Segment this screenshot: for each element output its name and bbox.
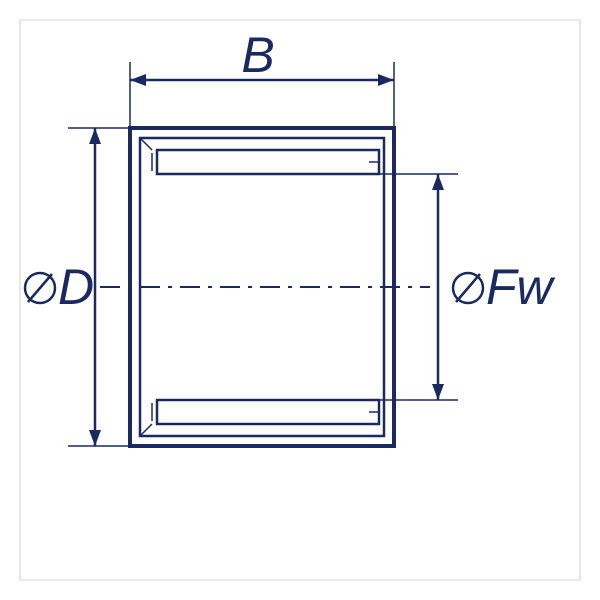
- arrow-left: [130, 74, 146, 86]
- roller-top: [157, 150, 379, 174]
- roller-bottom: [157, 400, 379, 424]
- label-B: B: [241, 27, 274, 83]
- dim-B: B: [130, 27, 394, 128]
- arrow-down: [89, 430, 101, 446]
- diameter-symbol-D: [25, 273, 55, 303]
- label-Fw: Fw: [486, 259, 556, 315]
- dim-Fw: Fw: [379, 174, 556, 400]
- arrow-up: [89, 128, 101, 144]
- label-D: D: [58, 259, 94, 315]
- diameter-symbol-Fw: [453, 273, 483, 303]
- arrow-right: [378, 74, 394, 86]
- arrow-down-fw: [432, 384, 444, 400]
- arrow-up-fw: [432, 174, 444, 190]
